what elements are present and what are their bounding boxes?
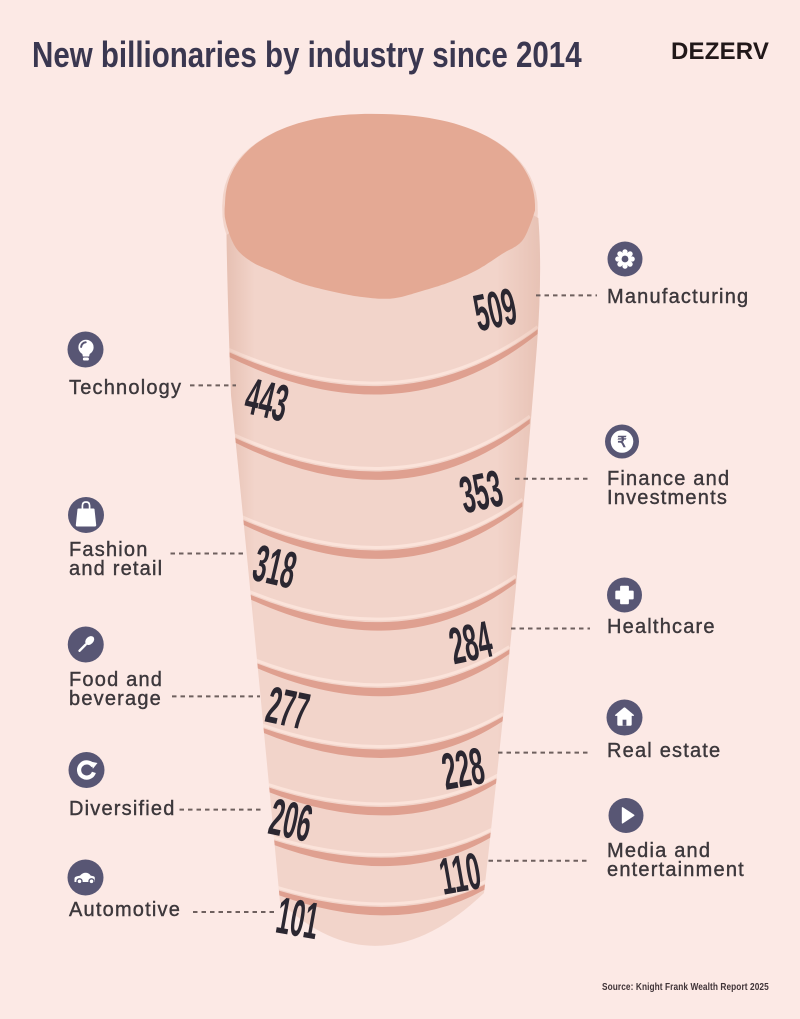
svg-text:110: 110 xyxy=(435,841,485,906)
svg-text:101: 101 xyxy=(272,886,323,951)
svg-text:₹: ₹ xyxy=(617,434,627,451)
svg-text:228: 228 xyxy=(438,736,489,801)
